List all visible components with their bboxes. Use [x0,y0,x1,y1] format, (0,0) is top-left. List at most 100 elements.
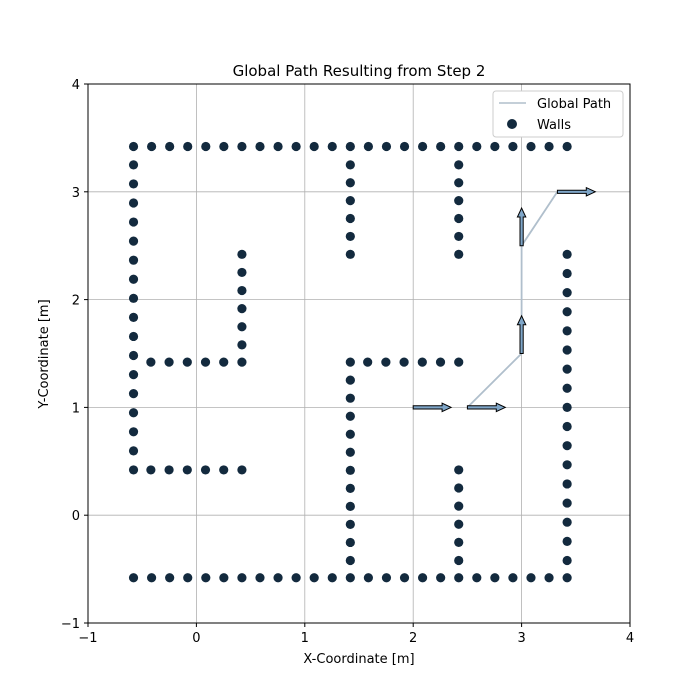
wall-point [128,160,139,170]
wall-point [128,312,139,322]
wall-point [363,357,373,367]
wall-point [128,198,139,208]
wall-point [309,573,319,583]
wall-point [219,141,229,152]
wall-point [562,555,572,566]
wall-point [454,357,464,367]
pose-arrow [516,314,527,354]
wall-point [436,573,446,583]
wall-point [219,357,229,367]
wall-point [345,501,355,511]
wall-point [454,483,464,493]
wall-point [381,357,391,367]
wall-point [562,364,572,374]
wall-point [562,441,572,451]
chart-title: Global Path Resulting from Step 2 [233,62,486,80]
wall-point [454,178,464,188]
wall-point [345,393,355,403]
y-tick-label: 2 [72,294,80,309]
wall-point [237,304,247,314]
y-axis-label: Y-Coordinate [m] [37,299,52,409]
wall-point [201,141,211,152]
wall-point [562,326,572,336]
y-tick-label: 1 [72,401,80,416]
x-tick-label: 1 [301,631,309,646]
wall-point [345,178,355,188]
legend: Global Path Walls [492,90,624,138]
x-axis-ticks: −1 0 1 2 3 4 [78,623,634,646]
wall-point [454,501,464,511]
wall-point [128,141,139,152]
wall-point [454,196,464,206]
wall-point [200,465,211,475]
wall-point [345,196,355,206]
x-tick-label: 2 [409,631,417,646]
wall-point [128,236,139,246]
wall-point [237,285,247,296]
wall-point [345,447,355,457]
wall-point [345,537,355,548]
wall-point [562,402,572,412]
wall-point [345,375,355,385]
wall-point [273,141,283,152]
wall-point [128,293,139,303]
wall-point [165,141,175,152]
wall-point [201,573,211,583]
wall-point [345,160,355,170]
wall-point [508,141,518,152]
wall-point [165,573,175,583]
wall-point [237,322,247,332]
wall-point [128,427,139,437]
wall-point [345,231,355,242]
wall-point [345,465,355,475]
wall-point [435,357,446,367]
wall-point [526,141,536,152]
wall-point [562,345,572,355]
wall-point [562,249,572,259]
wall-point [562,498,572,508]
wall-point [399,141,410,152]
wall-point [454,213,464,224]
y-tick-label: −1 [61,617,80,632]
wall-point [255,141,265,152]
wall-point [490,573,500,583]
wall-point [562,460,572,470]
wall-point [309,141,319,152]
wall-point [219,573,229,583]
grid-lines [88,84,630,623]
pose-arrows [412,186,597,413]
wall-point [363,573,373,583]
wall-point [345,357,355,367]
wall-point [381,141,392,152]
wall-point [237,267,247,278]
wall-point [128,274,139,284]
wall-point [454,231,464,242]
wall-point [146,141,157,152]
wall-point [183,573,193,583]
wall-point [399,357,409,367]
wall-point [436,141,446,152]
wall-point [345,213,355,224]
wall-point [562,287,572,298]
wall-point [273,573,283,583]
wall-point [454,537,464,547]
wall-point [182,465,192,475]
wall-point [417,573,428,583]
wall-point [472,141,482,152]
global-path [466,191,559,409]
x-axis-label: X-Coordinate [m] [303,652,414,667]
pose-arrow [466,402,507,413]
wall-point [472,573,482,583]
x-tick-label: 3 [517,631,525,646]
wall-point [128,573,139,583]
wall-point [345,249,355,259]
wall-point [327,141,337,152]
wall-point [164,357,174,367]
legend-walls-swatch [507,119,517,129]
wall-point [146,465,156,475]
plot-frame [87,83,631,624]
x-tick-label: −1 [78,631,97,646]
wall-point [128,446,139,456]
wall-point [381,573,392,583]
wall-point [345,141,355,152]
